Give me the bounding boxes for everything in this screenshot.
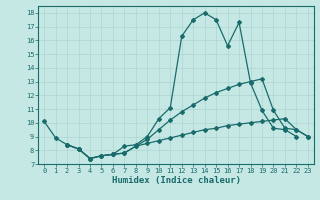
X-axis label: Humidex (Indice chaleur): Humidex (Indice chaleur) — [111, 176, 241, 185]
